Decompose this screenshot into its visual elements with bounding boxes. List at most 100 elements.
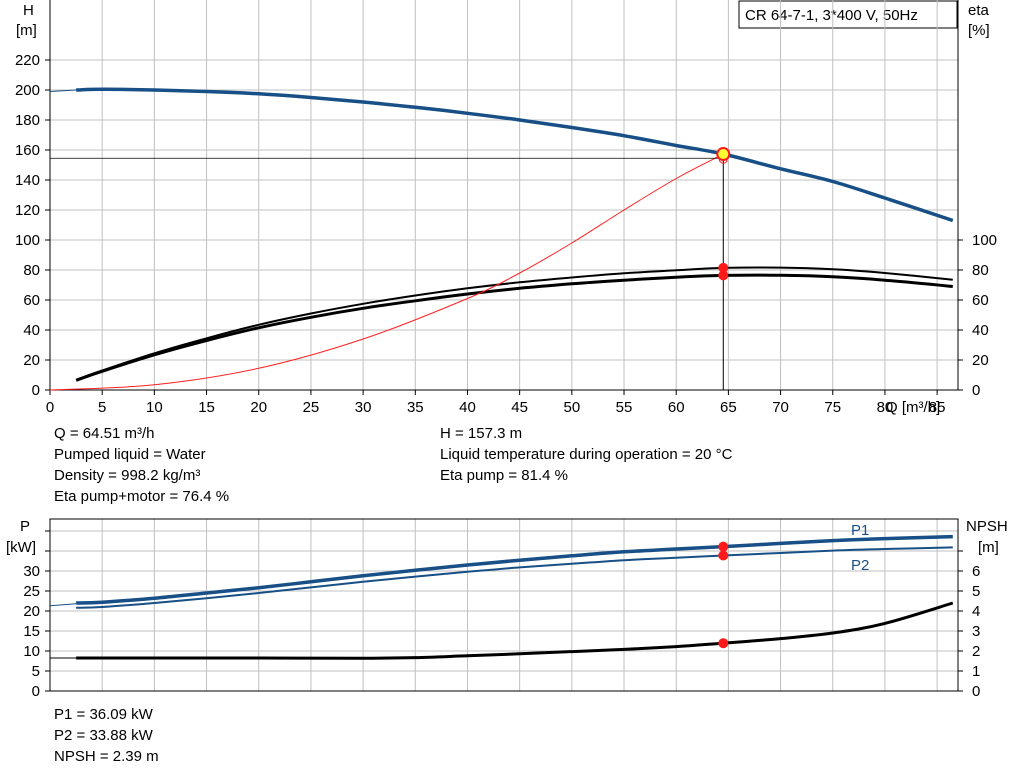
x-axis-label: Q [m³/h]	[886, 399, 940, 416]
y2-axis-label: eta	[968, 2, 990, 19]
y-axis-unit: [m]	[16, 22, 37, 39]
p1-marker	[718, 541, 729, 552]
bottom-axes: 0 5 10 15 20 25 30 0 1 2 3 4 5 6 P [kW] NPSH [m]	[6, 518, 1008, 700]
y-tick-label: 180	[15, 112, 40, 129]
power-npsh-chart: 0 5 10 15 20 25 30 0 1 2 3 4 5 6 P [kW] NPSH [m] P1 P2	[6, 518, 1008, 700]
y2-tick-label: 0	[972, 382, 980, 399]
chart-title: CR 64-7-1, 3*400 V, 50Hz	[745, 7, 918, 24]
info-eta-pump: Eta pump = 81.4 %	[440, 467, 568, 484]
p2-curve	[76, 546, 953, 609]
p2-marker	[718, 550, 729, 561]
y-tick-label: 160	[15, 142, 40, 159]
title-box	[738, 0, 958, 29]
info-flow: Q = 64.51 m³/h	[54, 425, 155, 442]
x-tick-label: 40	[459, 399, 476, 416]
info-p1: P1 = 36.09 kW	[54, 706, 153, 723]
top-series	[49, 87, 954, 391]
top-axes: 0 5 10 15 20 25 30 35 40 45 50 55 60 65 70 75 80 85 0 20 40 6…	[15, 0, 997, 416]
y2-tick-label: 60	[972, 292, 989, 309]
x-tick-label: 20	[250, 399, 267, 416]
info-temperature: Liquid temperature during operation = 20…	[440, 446, 733, 463]
y-tick-label: 60	[23, 292, 40, 309]
p-tick-label: 20	[23, 603, 40, 620]
p-tick-label: 10	[23, 643, 40, 660]
npsh-tick-label: 2	[972, 643, 980, 660]
p-tick-label: 0	[32, 683, 40, 700]
npsh-axis-label: NPSH	[966, 518, 1008, 535]
x-tick-label: 75	[824, 399, 841, 416]
eta-pump-motor-marker	[718, 270, 729, 281]
x-tick-label: 15	[198, 399, 215, 416]
x-tick-label: 80	[877, 399, 894, 416]
system-curve	[49, 153, 724, 391]
y2-tick-label: 80	[972, 262, 989, 279]
p1-series-label: P1	[851, 522, 869, 539]
head-curve	[76, 87, 954, 223]
head-efficiency-chart: 0 5 10 15 20 25 30 35 40 45 50 55 60 65 70 75 80 85 0 20 40 6…	[15, 0, 997, 416]
p-tick-label: 15	[23, 623, 40, 640]
npsh-tick-label: 4	[972, 603, 980, 620]
x-tick-label: 10	[146, 399, 163, 416]
x-tick-label: 30	[355, 399, 372, 416]
eta-pump-marker	[718, 262, 729, 273]
head-stub	[49, 89, 77, 92]
x-tick-label: 55	[616, 399, 633, 416]
x-tick-label: 0	[46, 399, 54, 416]
x-tick-label: 85	[929, 399, 946, 416]
duty-point-marker	[716, 147, 731, 162]
info-bottom: P1 = 36.09 kW P2 = 33.88 kW NPSH = 2.39 …	[54, 704, 159, 767]
npsh-tick-label: 3	[972, 623, 980, 640]
p-tick-label: 25	[23, 583, 40, 600]
eta-pump-motor-curve	[75, 273, 953, 382]
p-tick-label: 5	[32, 663, 40, 680]
y2-tick-label: 20	[972, 352, 989, 369]
y2-axis-unit: [%]	[968, 22, 990, 39]
x-tick-label: 5	[98, 399, 106, 416]
y-axis-label: H	[23, 2, 34, 19]
info-eta-pump-motor: Eta pump+motor = 76.4 %	[54, 488, 230, 505]
y-tick-label: 100	[15, 232, 40, 249]
info-npsh: NPSH = 2.39 m	[54, 748, 159, 765]
info-liquid: Pumped liquid = Water	[54, 446, 206, 463]
y-tick-label: 120	[15, 202, 40, 219]
x-tick-label: 25	[303, 399, 320, 416]
info-density: Density = 998.2 kg/m³	[54, 467, 201, 484]
y-tick-label: 220	[15, 52, 40, 69]
top-grid	[49, 0, 958, 391]
x-tick-label: 65	[720, 399, 737, 416]
x-tick-label: 70	[772, 399, 789, 416]
p-axis-label: P	[20, 518, 30, 535]
npsh-marker	[718, 638, 729, 649]
top-markers	[50, 147, 731, 390]
npsh-tick-label: 1	[972, 663, 980, 680]
y2-tick-label: 40	[972, 322, 989, 339]
p-axis-unit: [kW]	[6, 539, 36, 556]
x-tick-label: 45	[511, 399, 528, 416]
info-left: Q = 64.51 m³/h Pumped liquid = Water Den…	[54, 423, 229, 507]
y-tick-label: 140	[15, 172, 40, 189]
p2-series-label: P2	[851, 557, 869, 574]
p-tick-label: 30	[23, 563, 40, 580]
eta-pump-curve	[75, 266, 953, 381]
bottom-grid	[49, 519, 958, 692]
npsh-tick-label: 0	[972, 683, 980, 700]
bottom-series: P1 P2	[49, 522, 954, 660]
y-tick-label: 20	[23, 352, 40, 369]
p1-curve	[76, 534, 953, 605]
info-p2: P2 = 33.88 kW	[54, 727, 153, 744]
npsh-tick-label: 5	[972, 583, 980, 600]
npsh-axis-unit: [m]	[978, 539, 999, 556]
npsh-tick-label: 6	[972, 563, 980, 580]
info-right: H = 157.3 m Liquid temperature during op…	[440, 423, 732, 486]
x-tick-label: 35	[407, 399, 424, 416]
y2-tick-label: 100	[972, 232, 997, 249]
info-head: H = 157.3 m	[440, 425, 523, 442]
bottom-markers	[718, 541, 729, 649]
y-tick-label: 0	[32, 382, 40, 399]
p-ref-stub	[49, 603, 77, 607]
bottom-frame	[49, 518, 959, 692]
y-tick-label: 200	[15, 82, 40, 99]
x-tick-label: 60	[668, 399, 685, 416]
y-tick-label: 40	[23, 322, 40, 339]
